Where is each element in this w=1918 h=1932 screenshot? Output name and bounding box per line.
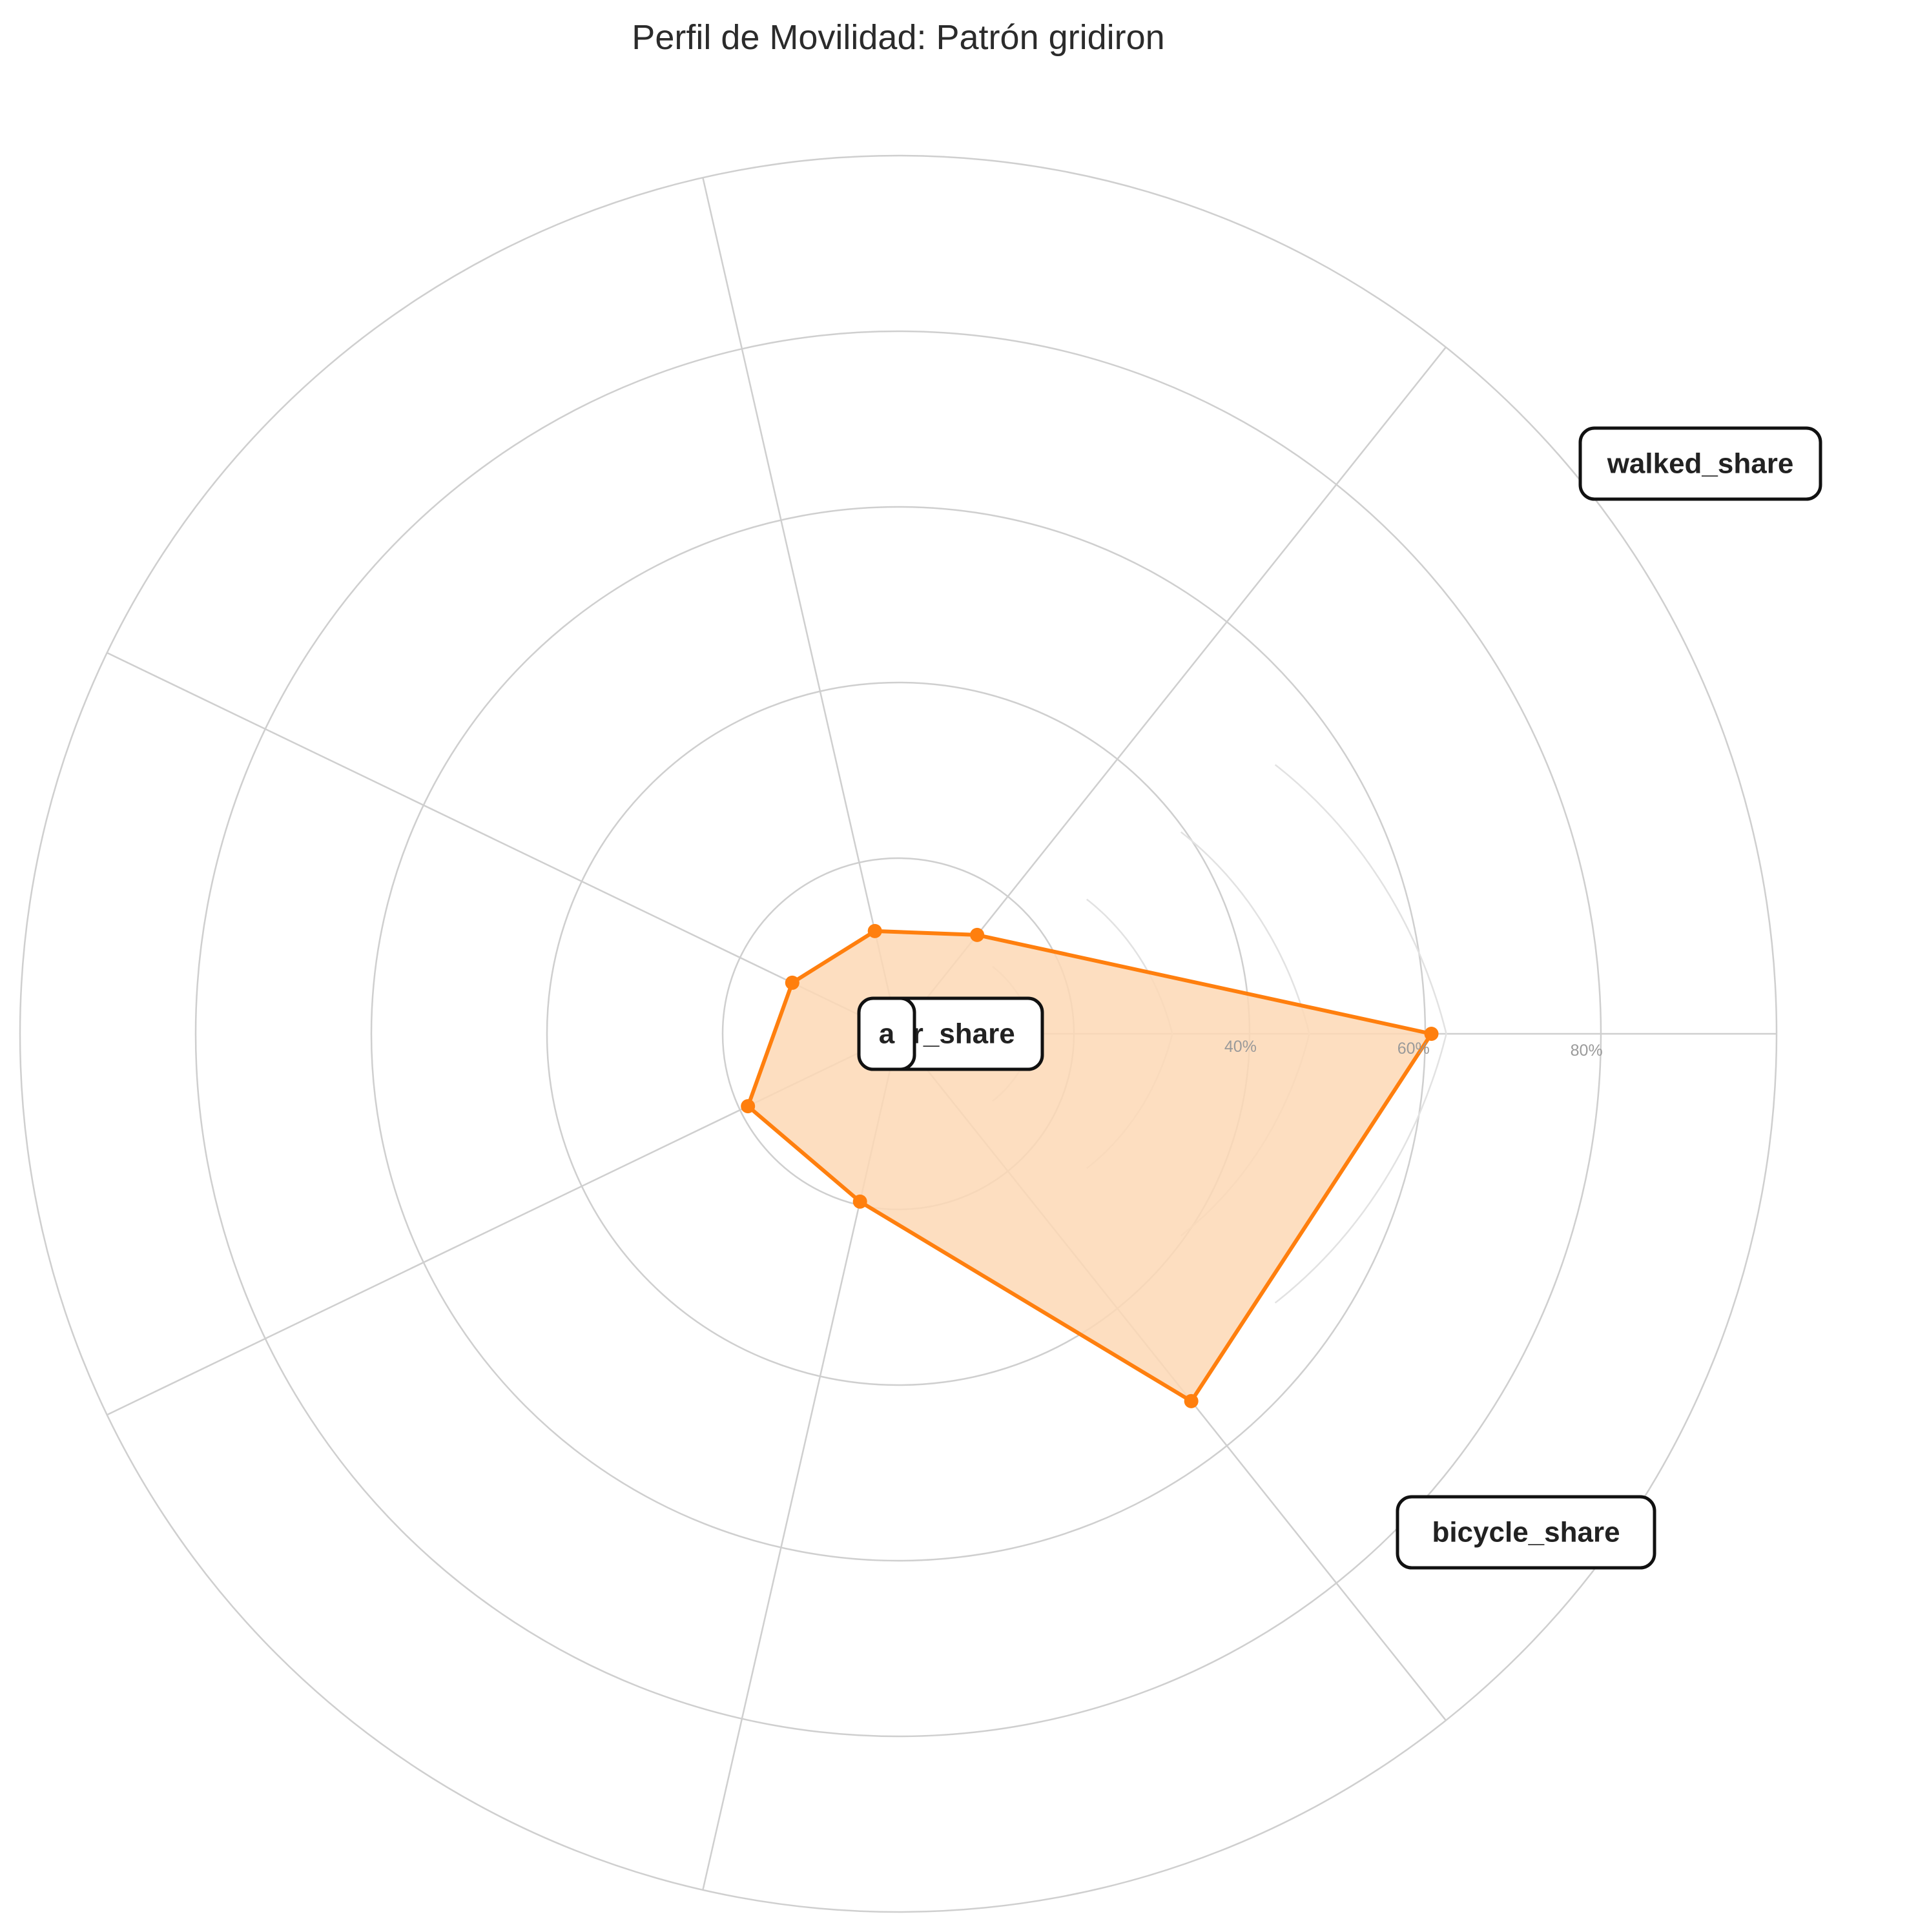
data-point-2	[852, 1194, 867, 1209]
label-text: a	[879, 1018, 895, 1050]
data-point-3	[741, 1099, 756, 1114]
series-line-0	[746, 929, 1434, 1403]
inner-ring-80	[1274, 764, 1447, 1304]
label-box	[1396, 1495, 1656, 1570]
series-fill-0	[748, 930, 1432, 1401]
grid-layer	[19, 154, 1778, 1913]
category-label-walked-share: walked_share	[1578, 426, 1822, 501]
label-box	[1578, 426, 1822, 501]
label-text: walked_share	[1607, 448, 1794, 480]
series-layer	[741, 923, 1439, 1408]
data-point-0	[1424, 1027, 1439, 1041]
data-point-6	[970, 927, 985, 942]
label-text: ar_share	[896, 1018, 1015, 1050]
data-point-1	[1184, 1393, 1199, 1408]
grid-spoke-4	[107, 652, 899, 1035]
grid-spoke-6	[898, 346, 1447, 1034]
grid-spoke-5	[702, 177, 900, 1034]
data-point-5	[867, 923, 882, 938]
category-label-a: a	[857, 996, 916, 1071]
tick-layer: 40% 60% 80%	[1224, 1038, 1603, 1060]
label-text: bicycle_share	[1432, 1517, 1620, 1548]
chart-title: Perfil de Movilidad: Patrón gridiron	[632, 18, 1164, 57]
tick-label-60pct: 60%	[1397, 1040, 1430, 1058]
label-box	[857, 996, 916, 1071]
tick-label-80pct: 80%	[1571, 1042, 1603, 1060]
category-label-bicycle-share: bicycle_share	[1396, 1495, 1656, 1570]
tick-label-40pct: 40%	[1224, 1038, 1257, 1056]
data-point-4	[785, 975, 799, 990]
